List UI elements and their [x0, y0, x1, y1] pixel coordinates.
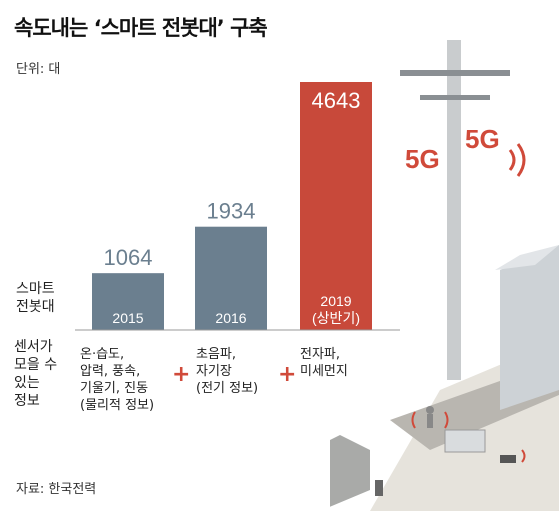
bar-0 [92, 273, 164, 330]
5g-label-1: 5G [405, 144, 440, 174]
category-label-2-0: 2019 [320, 293, 351, 309]
info-item: (전기 정보) [196, 381, 259, 396]
unit-label: 단위: 대 [16, 62, 61, 77]
cctv-icon [500, 455, 516, 463]
smart-pole-label: 스마트 전봇대 [16, 280, 55, 316]
info-header-line-3: 있는 [14, 375, 40, 391]
info-item: 압력, 풍속, [80, 364, 141, 379]
info-column-electric: 초음파, 자기장 (전기 정보) [196, 346, 258, 397]
info-item: 자기장 [196, 364, 232, 379]
smart-pole-label-line-1: 스마트 [16, 281, 55, 297]
value-label-1: 1934 [207, 199, 256, 224]
info-column-physical: 온·습도, 압력, 풍속, 기울기, 진동 (물리적 정보) [80, 346, 154, 414]
info-header-line-4: 정보 [14, 393, 40, 409]
pole-crossarm [400, 70, 510, 76]
plus-icon: + [278, 362, 297, 387]
value-label-0: 1064 [104, 245, 153, 270]
info-item: 온·습도, [80, 347, 125, 362]
5g-label-2: 5G [465, 124, 500, 154]
info-item: 초음파, [196, 347, 237, 362]
info-item: 미세먼지 [300, 364, 348, 379]
info-column-environment: 전자파, 미세먼지 [300, 346, 348, 380]
utility-pole [447, 40, 461, 380]
chart-title: 속도내는 ‘스마트 전봇대’ 구축 [14, 16, 268, 40]
info-header-line-2: 모을 수 [14, 357, 58, 373]
info-header: 센서가 모을 수 있는 정보 [14, 338, 57, 410]
bus-stop [444, 429, 486, 453]
bar-1 [195, 226, 267, 330]
info-item: (물리적 정보) [80, 398, 155, 413]
plus-icon: + [172, 362, 191, 387]
value-label-2: 4643 [312, 88, 361, 113]
info-item: 전자파, [300, 347, 341, 362]
house [330, 435, 370, 507]
signal-wave-icon [508, 143, 526, 177]
traffic-light [375, 480, 383, 496]
smart-pole-label-line-2: 전봇대 [16, 299, 55, 315]
category-label-0-0: 2015 [112, 310, 143, 326]
category-label-1-0: 2016 [215, 310, 246, 326]
building [500, 245, 559, 410]
person-icon [426, 406, 434, 414]
category-label-2-1: (상반기) [312, 310, 360, 326]
info-item: 기울기, 진동 [80, 381, 149, 396]
info-header-line-1: 센서가 [14, 339, 53, 355]
bars: 1064 2015 1934 2016 4643 2019(상반기) [92, 82, 372, 330]
smart-city-illustration: 5G 5G [330, 40, 559, 511]
source-note: 자료: 한국전력 [16, 482, 97, 497]
bar-2 [300, 82, 372, 330]
